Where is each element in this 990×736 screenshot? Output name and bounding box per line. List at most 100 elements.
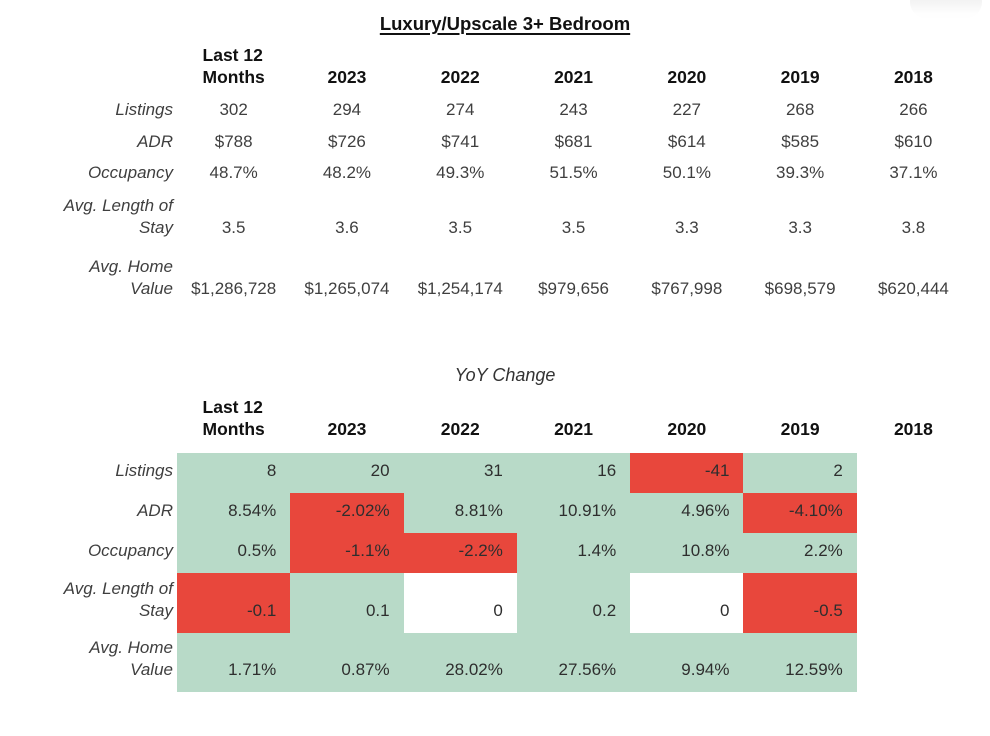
year-column-header-label: 2018	[893, 419, 933, 439]
year-column-header: 2021	[517, 36, 630, 90]
metric-value-cell: 274	[446, 100, 475, 119]
year-column-header-label: 2019	[780, 67, 820, 87]
metric-value-cell: $1,265,074	[304, 279, 390, 298]
metric-value-cell: 39.3%	[776, 163, 825, 182]
metric-row-label: ADR	[137, 132, 173, 151]
year-column-header: 2022	[404, 36, 517, 90]
metrics-table-section: Luxury/Upscale 3+ Bedroom Last 12 Months…	[0, 12, 990, 303]
metric-value-cell: $610	[894, 132, 933, 151]
yoy-value-cell-positive: 4.96%	[630, 493, 744, 533]
yoy-value-cell-none	[857, 633, 970, 692]
metric-value-cell: 3.5	[221, 218, 246, 237]
year-column-header: 2019	[743, 387, 856, 453]
yoy-value-cell-none	[857, 573, 970, 633]
yoy-table-section: YoY Change Last 12 Months 2023 2022 2021 202…	[0, 363, 990, 692]
metric-value-cell: $614	[667, 132, 706, 151]
year-column-header-label: 2022	[440, 419, 480, 439]
metric-value-cell: 48.2%	[322, 163, 372, 182]
yoy-value-cell-positive: 8	[177, 453, 291, 493]
yoy-value-cell-negative: -2.2%	[403, 533, 517, 573]
metric-value-cell: $620,444	[877, 279, 949, 298]
year-column-header: 2019	[743, 36, 856, 90]
metric-row-label: Avg. Length of Stay	[63, 579, 173, 620]
metric-value-cell: 3.6	[335, 218, 359, 237]
year-column-header: Last 12 Months	[177, 387, 290, 453]
metric-value-cell: 37.1%	[889, 163, 938, 182]
metric-value-cell: 51.5%	[549, 163, 598, 182]
year-column-header-label: 2018	[893, 67, 933, 87]
report-title: Luxury/Upscale 3+ Bedroom	[379, 13, 631, 34]
yoy-value-cell-positive: 8.54%	[177, 493, 291, 533]
metric-value-cell: $1,286,728	[191, 279, 277, 298]
metric-value-cell: $767,998	[651, 279, 723, 298]
yoy-value-cell-none	[857, 533, 970, 573]
yoy-value-cell-positive: 27.56%	[516, 633, 631, 692]
yoy-value-cell-zero: 0	[630, 573, 744, 633]
yoy-value-cell-positive: 10.91%	[516, 493, 631, 533]
year-column-header: 2020	[630, 387, 743, 453]
metric-row-label: Occupancy	[87, 541, 173, 560]
metric-row-label: ADR	[137, 501, 173, 520]
yoy-title: YoY Change	[454, 365, 556, 385]
year-column-header-label: 2020	[667, 419, 707, 439]
yoy-value-cell-positive: 28.02%	[403, 633, 517, 692]
yoy-value-cell-positive: 10.8%	[630, 533, 744, 573]
yoy-value-cell-positive: 0.87%	[290, 633, 404, 692]
metric-value-cell: $681	[554, 132, 593, 151]
metric-value-cell: 243	[559, 100, 588, 119]
metric-value-cell: 3.5	[561, 218, 586, 237]
year-column-header-label: Last 12 Months	[202, 45, 265, 87]
metric-value-cell: 3.3	[788, 218, 812, 237]
metrics-table: Last 12 Months 2023 2022 2021 2020 2019 2018 Li…	[0, 36, 970, 303]
yoy-value-cell-positive: 16	[516, 453, 631, 493]
yoy-value-cell-negative: -41	[630, 453, 744, 493]
yoy-value-cell-positive: 1.4%	[516, 533, 631, 573]
yoy-value-cell-positive: 12.59%	[743, 633, 857, 692]
metric-row-label: Avg. Home Value	[89, 257, 173, 298]
metric-value-cell: 3.5	[448, 218, 473, 237]
metric-value-cell: 266	[899, 100, 928, 119]
metric-value-cell: 3.8	[901, 218, 926, 237]
metric-value-cell: 48.7%	[209, 163, 258, 182]
yoy-value-cell-negative: -0.5	[743, 573, 857, 633]
year-column-header: 2021	[517, 387, 630, 453]
yoy-value-cell-positive: 2.2%	[743, 533, 857, 573]
year-column-header: 2023	[290, 387, 403, 453]
header-corner-blank	[0, 387, 177, 453]
yoy-table: Last 12 Months 2023 2022 2021 2020 2019 2018 Li…	[0, 387, 970, 692]
metric-row-label: Listings	[115, 461, 173, 480]
year-column-header-label: Last 12 Months	[202, 397, 265, 439]
year-column-header: 2018	[857, 36, 970, 90]
yoy-value-cell-none	[857, 453, 970, 493]
metric-value-cell: $741	[441, 132, 480, 151]
year-column-header-label: 2022	[440, 67, 480, 87]
metric-value-cell: 302	[219, 100, 248, 119]
year-column-header-label: 2019	[780, 419, 820, 439]
metric-row-label: Avg. Home Value	[89, 638, 173, 679]
yoy-value-cell-positive: 2	[743, 453, 857, 493]
yoy-value-cell-positive: 0.1	[290, 573, 404, 633]
corner-widget[interactable]	[910, 0, 982, 18]
metric-value-cell: 268	[785, 100, 815, 119]
year-column-header-label: 2023	[327, 419, 367, 439]
metric-value-cell: $585	[781, 132, 820, 151]
metric-value-cell: $698,579	[764, 279, 836, 298]
metric-value-cell: $979,656	[538, 279, 609, 298]
metric-row-label: Avg. Length of Stay	[63, 196, 173, 237]
yoy-value-cell-positive: 31	[403, 453, 517, 493]
metric-row-label: Occupancy	[87, 163, 173, 182]
yoy-value-cell-none	[857, 493, 970, 533]
header-corner-blank	[0, 36, 177, 90]
metric-value-cell: $788	[214, 132, 253, 151]
yoy-value-cell-negative: -2.02%	[290, 493, 404, 533]
yoy-value-cell-positive: 8.81%	[403, 493, 517, 533]
year-column-header: 2020	[630, 36, 743, 90]
yoy-value-cell-positive: 0.2	[516, 573, 631, 633]
yoy-value-cell-negative: -0.1	[177, 573, 291, 633]
year-column-header-label: 2021	[554, 419, 593, 439]
yoy-value-cell-positive: 9.94%	[630, 633, 744, 692]
yoy-value-cell-negative: -1.1%	[290, 533, 404, 573]
year-column-header-label: 2023	[327, 67, 367, 87]
metric-value-cell: 3.3	[675, 218, 699, 237]
year-column-header: 2018	[857, 387, 970, 453]
